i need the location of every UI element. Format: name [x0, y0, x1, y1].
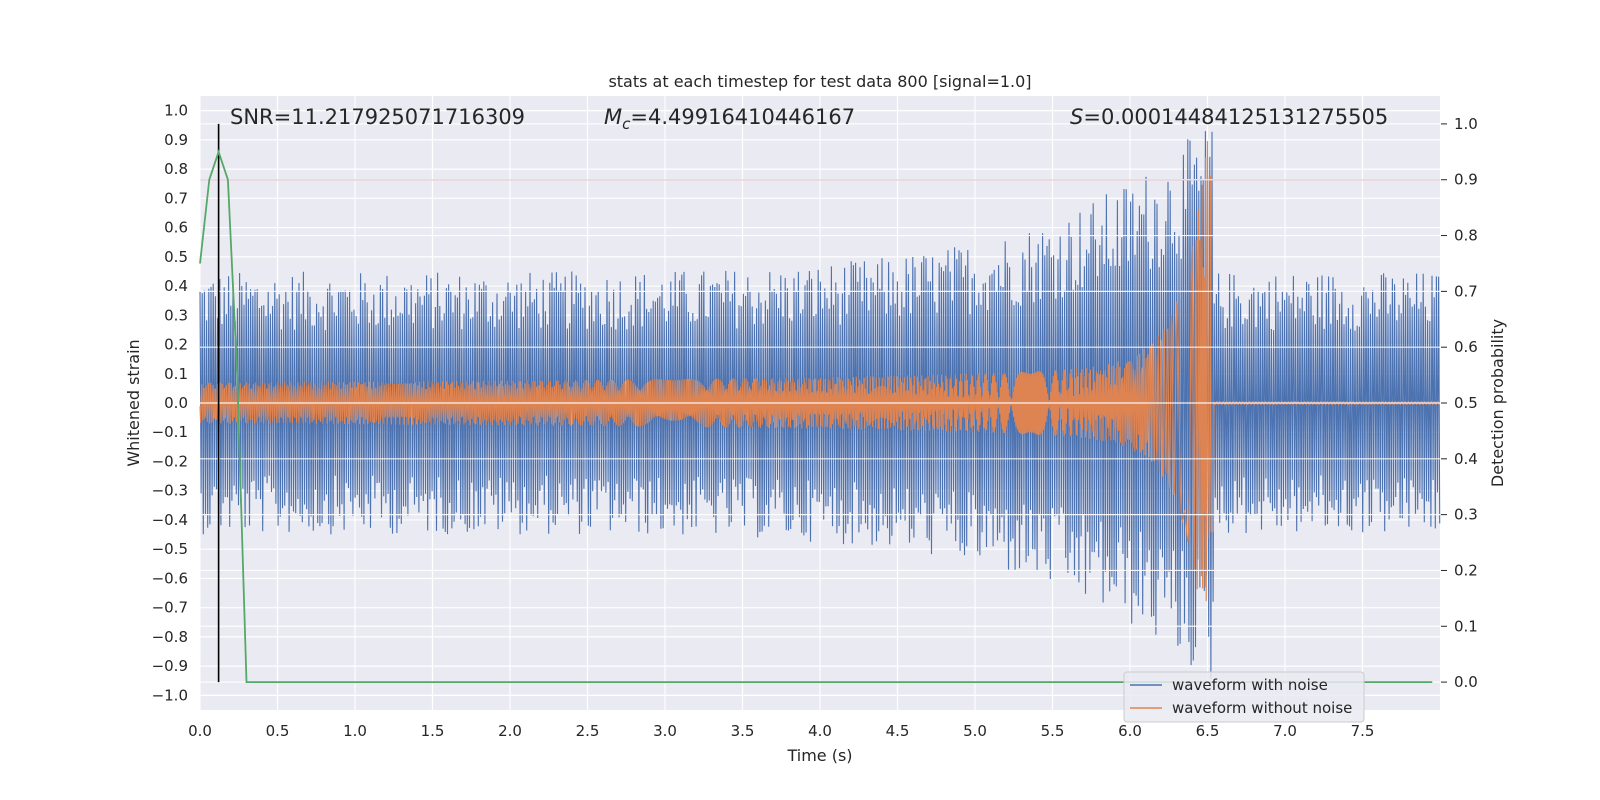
y-tick-label: 0.1 — [164, 365, 188, 383]
y-tick-label: 0.8 — [164, 160, 188, 178]
legend: waveform with noise waveform without noi… — [1123, 671, 1365, 723]
y2-tick-label: 0.2 — [1454, 561, 1478, 579]
x-tick-label: 1.0 — [343, 722, 367, 740]
y-tick-label: −0.3 — [152, 482, 188, 500]
y2-tick-label: 0.8 — [1454, 227, 1478, 245]
x-tick-label: 0.5 — [266, 722, 290, 740]
y2-tick-label: 0.9 — [1454, 171, 1478, 189]
x-tick-label: 4.5 — [886, 722, 910, 740]
ticks: 0.0 0.5 1.0 1.5 2.0 2.5 3.0 3.5 4.0 4.5 5.0 5.5 6.0 6… — [152, 102, 1478, 740]
y-tick-label: −0.1 — [152, 423, 188, 441]
series-waveform-without-noise — [199, 141, 1440, 602]
y2-tick-label: 0.0 — [1454, 673, 1478, 691]
x-tick-label: 5.5 — [1041, 722, 1065, 740]
detection-probability-line — [199, 148, 1433, 683]
x-tick-label: 7.0 — [1273, 722, 1297, 740]
mc-value: =4.49916410446167 — [630, 105, 855, 129]
s-symbol: S — [1070, 105, 1083, 129]
y-tick-label: −1.0 — [152, 686, 188, 704]
y2-tick-label: 0.1 — [1454, 617, 1478, 635]
chart-title: stats at each timestep for test data 800… — [608, 72, 1031, 91]
y-tick-label: 0.0 — [164, 394, 188, 412]
y-axis-label: Whitened strain — [124, 339, 143, 466]
mc-subscript: c — [622, 115, 631, 133]
y-tick-label: 0.5 — [164, 248, 188, 266]
y-tick-label: 0.9 — [164, 131, 188, 149]
y2-tick-label: 1.0 — [1454, 115, 1478, 133]
y-tick-label: 0.2 — [164, 336, 188, 354]
x-tick-label: 6.5 — [1196, 722, 1220, 740]
y2-axis-label: Detection probability — [1488, 319, 1507, 487]
y-tick-label: −0.7 — [152, 599, 188, 617]
x-tick-label: 2.5 — [576, 722, 600, 740]
y-tick-label: 1.0 — [164, 102, 188, 120]
x-tick-label: 4.0 — [808, 722, 832, 740]
legend-box — [1123, 671, 1365, 723]
y-tick-label: −0.2 — [152, 452, 188, 470]
s-value: =0.00014484125131275505 — [1083, 105, 1388, 129]
x-tick-label: 1.5 — [421, 722, 445, 740]
legend-label-noise: waveform with noise — [1172, 676, 1328, 694]
y2-tick-label: 0.4 — [1454, 450, 1478, 468]
x-tick-label: 0.0 — [188, 722, 212, 740]
y-tick-label: 0.4 — [164, 277, 188, 295]
x-tick-label: 6.0 — [1118, 722, 1142, 740]
y2-tick-label: 0.3 — [1454, 506, 1478, 524]
clean-waveform-line — [199, 141, 1440, 602]
x-axis-label: Time (s) — [786, 746, 852, 765]
legend-label-clean: waveform without noise — [1172, 699, 1352, 717]
x-tick-label: 7.5 — [1351, 722, 1375, 740]
y-tick-label: −0.8 — [152, 628, 188, 646]
y-tick-label: −0.4 — [152, 511, 188, 529]
mc-annotation: Mc=4.49916410446167 — [604, 105, 855, 133]
y2-tick-label: 0.5 — [1454, 394, 1478, 412]
y-tick-label: −0.5 — [152, 540, 188, 558]
y-tick-label: 0.3 — [164, 306, 188, 324]
mc-symbol: M — [604, 105, 622, 129]
x-tick-label: 2.0 — [498, 722, 522, 740]
y-tick-label: −0.9 — [152, 657, 188, 675]
y-tick-label: −0.6 — [152, 569, 188, 587]
y-tick-label: 0.6 — [164, 219, 188, 237]
overlay — [199, 123, 1440, 683]
x-tick-label: 3.0 — [653, 722, 677, 740]
x-tick-label: 3.5 — [731, 722, 755, 740]
x-tick-label: 5.0 — [963, 722, 987, 740]
s-annotation: S=0.00014484125131275505 — [1070, 105, 1388, 129]
snr-annotation: SNR=11.217925071716309 — [230, 105, 525, 129]
y-tick-label: 0.7 — [164, 189, 188, 207]
y2-tick-label: 0.6 — [1454, 338, 1478, 356]
y2-tick-label: 0.7 — [1454, 282, 1478, 300]
